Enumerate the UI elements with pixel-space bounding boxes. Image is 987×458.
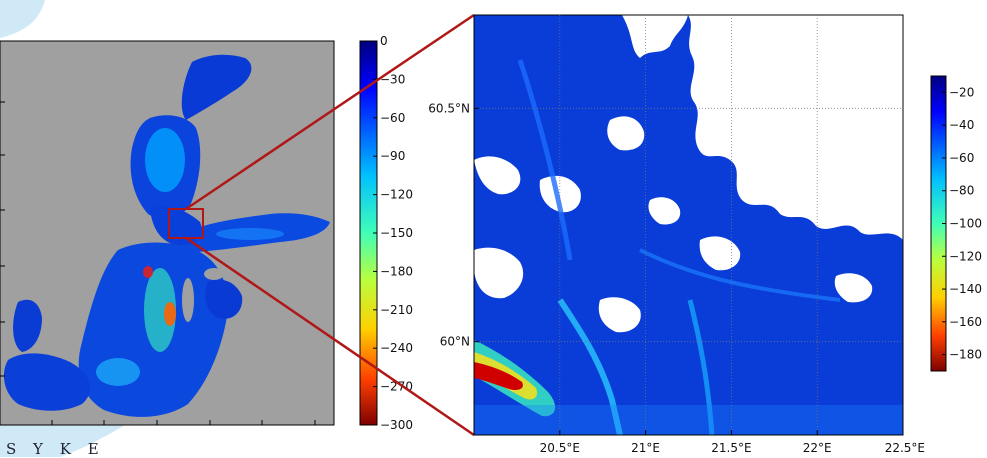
overview-tick-marks <box>0 101 316 425</box>
zoom-channel-4 <box>639 248 841 302</box>
zoom-island-west-2 <box>474 247 524 299</box>
overview-colorbar-tick-label: −240 <box>380 341 413 355</box>
overview-colorbar-tick-label: −270 <box>380 380 413 394</box>
zoom-colorbar-tick-label: −20 <box>949 85 974 99</box>
zoom-colorbar-tick-label: −40 <box>949 118 974 132</box>
zoom-land-inlet-north <box>622 15 688 58</box>
overview-frame <box>0 40 335 426</box>
overview-map <box>0 41 334 425</box>
zoom-island-east-2 <box>834 273 873 303</box>
overview-colorbar-ticks: 0 −30 −60 −90 −120 −150 −180 −210 −240 −270 −300 <box>373 34 413 432</box>
zoom-land-mainland <box>688 15 903 240</box>
overview-colorbar-tick-label: −150 <box>380 226 413 240</box>
overview-island-saaremaa <box>204 268 224 280</box>
zoom-x-ticks: 20.5°E 21°E 21.5°E 22°E 22.5°E <box>540 430 925 455</box>
brand-logo-text: S Y K E <box>6 440 105 458</box>
zoom-island-mid-3 <box>598 297 641 333</box>
zoom-island-east-3 <box>648 197 681 225</box>
zoom-island-mid-2 <box>607 116 645 151</box>
zoom-colorbar-tick-label: −140 <box>949 282 982 296</box>
zoom-lower-band <box>474 405 903 435</box>
zoom-map <box>474 15 903 435</box>
zoom-x-tick-label: 20.5°E <box>540 441 580 455</box>
zoom-connector-bottom <box>185 236 475 437</box>
overview-sea-archipelago <box>150 206 202 246</box>
overview-colorbar-tick-label: −30 <box>380 72 405 86</box>
zoom-colorbar-tick-label: −160 <box>949 315 982 329</box>
overview-deep-gulf-finland <box>216 228 284 240</box>
zoom-colorbar-tick-label: −60 <box>949 151 974 165</box>
zoom-channel-1 <box>557 298 623 435</box>
zoom-colorbar-tick-label: −120 <box>949 249 982 263</box>
overview-colorbar-tick-label: 0 <box>380 34 388 48</box>
overview-deep-bornholm <box>96 358 140 386</box>
overview-colorbar-tick-label: −60 <box>380 111 405 125</box>
zoom-x-tick-label: 22.5°E <box>885 441 925 455</box>
zoom-x-tick-label: 21°E <box>631 441 660 455</box>
overview-sea-kattegat <box>13 299 43 352</box>
overview-deep-landsort <box>144 268 176 352</box>
overview-island-gotland <box>182 278 194 322</box>
zoom-island-mid-1 <box>539 175 581 213</box>
brand-swoosh <box>0 0 45 38</box>
overview-colorbar-tick-label: −210 <box>380 303 413 317</box>
zoom-channel-3 <box>517 59 573 261</box>
overview-colorbar-tick-label: −90 <box>380 149 405 163</box>
zoom-island-east-1 <box>768 167 800 196</box>
zoom-island-west-1 <box>474 156 521 195</box>
overview-sea-gulf-of-riga <box>205 279 243 319</box>
overview-deep-bothnian-sea <box>145 128 185 192</box>
overview-colorbar-tick-label: −120 <box>380 188 413 202</box>
zoom-x-tick-label: 21.5°E <box>711 441 751 455</box>
overview-colorbar-tick-label: −300 <box>380 418 413 432</box>
zoom-grid <box>474 15 903 435</box>
zoom-y-ticks: 60.5°N 60°N <box>428 101 479 349</box>
overview-sea-bothnian-bay <box>181 54 252 120</box>
overview-colorbar-tick-label: −180 <box>380 264 413 278</box>
overview-deep-west-gotland <box>143 266 153 278</box>
zoom-colorbar-ticks: −20 −40 −60 −80 −100 −120 −140 −160 −180 <box>942 85 982 362</box>
overview-deep-gotland <box>164 302 176 326</box>
zoom-colorbar-tick-label: −80 <box>949 184 974 198</box>
brand-swoosh-lower <box>0 425 125 457</box>
zoom-channel-2 <box>687 299 715 435</box>
zoom-x-tick-label: 22°E <box>803 441 832 455</box>
zoom-colorbar-tick-label: −100 <box>949 217 982 231</box>
zoom-y-tick-label: 60°N <box>440 335 470 349</box>
overview-sea-western-basin <box>3 353 91 411</box>
zoom-frame <box>473 14 904 436</box>
zoom-deep-zone-red <box>474 362 523 390</box>
zoom-y-tick-label: 60.5°N <box>428 101 470 115</box>
zoom-connector-top <box>185 13 475 211</box>
zoom-island-mid-4 <box>699 236 741 271</box>
zoom-colorbar-tick-label: −180 <box>949 348 982 362</box>
